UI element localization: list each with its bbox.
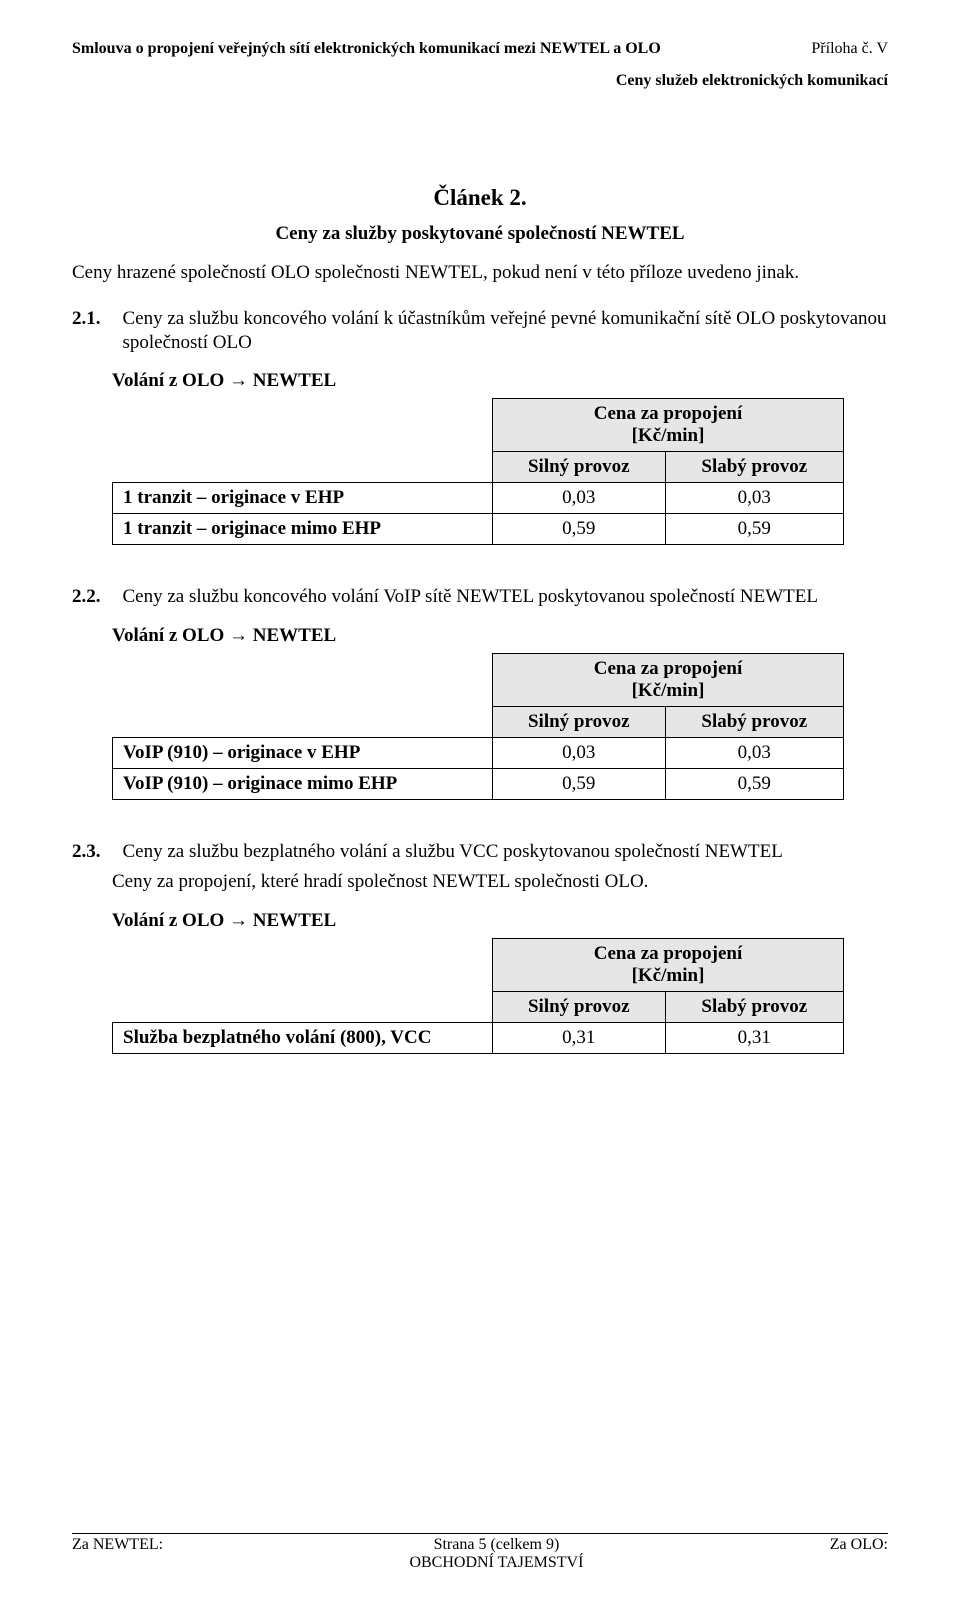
table-col2: Slabý provoz (665, 452, 843, 483)
table-cell: 0,03 (665, 738, 843, 769)
table-col2: Slabý provoz (665, 992, 843, 1023)
table-rowlabel: 1 tranzit – originace v EHP (113, 483, 493, 514)
section-2-1-num: 2.1. (72, 307, 101, 355)
table-head-top: Cena za propojení [Kč/min] (493, 939, 844, 992)
table-head-top: Cena za propojení [Kč/min] (493, 399, 844, 452)
table-rowlabel: 1 tranzit – originace mimo EHP (113, 514, 493, 545)
table-col2: Slabý provoz (665, 707, 843, 738)
table-head-top: Cena za propojení [Kč/min] (493, 654, 844, 707)
page-footer: Za NEWTEL: Strana 5 (celkem 9) OBCHODNÍ … (72, 1533, 888, 1572)
section-2-3-note: Ceny za propojení, které hradí společnos… (112, 870, 888, 895)
table-rowlabel: VoIP (910) – originace v EHP (113, 738, 493, 769)
table-cell: 0,59 (665, 514, 843, 545)
footer-right: Za OLO: (830, 1536, 888, 1572)
table-col1: Silný provoz (493, 452, 666, 483)
table-rowlabel: Služba bezplatného volání (800), VCC (113, 1023, 493, 1054)
section-2-3-call: Volání z OLO → NEWTEL (112, 910, 888, 932)
table-row: VoIP (910) – originace mimo EHP 0,59 0,5… (113, 769, 844, 800)
table-col1: Silný provoz (493, 992, 666, 1023)
section-2-3-num: 2.3. (72, 840, 101, 864)
table-cell: 0,03 (665, 483, 843, 514)
table-2-3: Cena za propojení [Kč/min] Silný provoz … (112, 938, 844, 1054)
table-2-2: Cena za propojení [Kč/min] Silný provoz … (112, 653, 844, 800)
table-row: Cena za propojení [Kč/min] (113, 939, 844, 992)
table-cell: 0,03 (493, 483, 666, 514)
table-row: VoIP (910) – originace v EHP 0,03 0,03 (113, 738, 844, 769)
footer-center: Strana 5 (celkem 9) OBCHODNÍ TAJEMSTVÍ (409, 1536, 583, 1572)
table-row: Služba bezplatného volání (800), VCC 0,3… (113, 1023, 844, 1054)
table-col1: Silný provoz (493, 707, 666, 738)
section-2-2-heading: 2.2. Ceny za službu koncového volání VoI… (72, 585, 888, 609)
section-2-1-text: Ceny za službu koncového volání k účastn… (123, 307, 889, 355)
table-cell: 0,31 (493, 1023, 666, 1054)
header-left: Smlouva o propojení veřejných sítí elekt… (72, 40, 661, 58)
section-2-1-heading: 2.1. Ceny za službu koncového volání k ú… (72, 307, 888, 355)
table-cell: 0,59 (665, 769, 843, 800)
article-title: Článek 2. (72, 185, 888, 211)
table-row: 1 tranzit – originace mimo EHP 0,59 0,59 (113, 514, 844, 545)
footer-left: Za NEWTEL: (72, 1536, 163, 1572)
article-subtitle: Ceny za služby poskytované společností N… (72, 223, 888, 245)
page: Smlouva o propojení veřejných sítí elekt… (0, 0, 960, 1612)
footer-center-top: Strana 5 (celkem 9) (434, 1536, 560, 1553)
section-2-1-call: Volání z OLO → NEWTEL (112, 370, 888, 392)
page-header: Smlouva o propojení veřejných sítí elekt… (72, 40, 888, 58)
header-right: Příloha č. V (811, 40, 888, 58)
table-row: Cena za propojení [Kč/min] (113, 654, 844, 707)
table-cell: 0,59 (493, 514, 666, 545)
footer-center-bottom: OBCHODNÍ TAJEMSTVÍ (409, 1554, 583, 1571)
section-2-3-heading: 2.3. Ceny za službu bezplatného volání a… (72, 840, 888, 864)
table-cell: 0,03 (493, 738, 666, 769)
header-sub: Ceny služeb elektronických komunikací (72, 72, 888, 90)
footer-rule (72, 1533, 888, 1534)
section-2-3-text: Ceny za službu bezplatného volání a služ… (123, 840, 783, 864)
section-2-2-call: Volání z OLO → NEWTEL (112, 625, 888, 647)
section-2-2-num: 2.2. (72, 585, 101, 609)
table-row: Cena za propojení [Kč/min] (113, 399, 844, 452)
table-2-1: Cena za propojení [Kč/min] Silný provoz … (112, 398, 844, 545)
table-cell: 0,59 (493, 769, 666, 800)
article-lead: Ceny hrazené společností OLO společnosti… (72, 261, 888, 285)
table-rowlabel: VoIP (910) – originace mimo EHP (113, 769, 493, 800)
section-2-2-text: Ceny za službu koncového volání VoIP sít… (123, 585, 819, 609)
table-row: 1 tranzit – originace v EHP 0,03 0,03 (113, 483, 844, 514)
table-cell: 0,31 (665, 1023, 843, 1054)
